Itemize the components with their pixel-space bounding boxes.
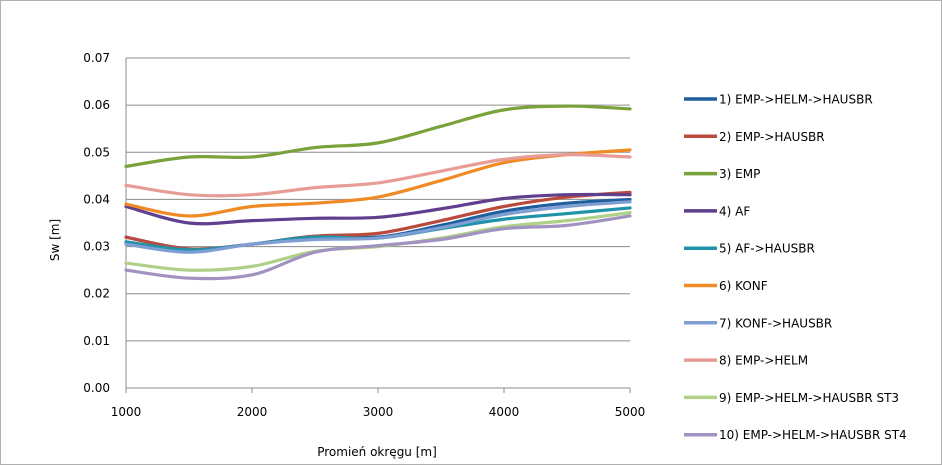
legend-label-8: 8) EMP->HELM [719,354,808,368]
legend-label-10: 10) EMP->HELM->HAUSBR ST4 [719,428,907,442]
x-tick-label: 5000 [615,405,646,419]
series-lines [124,104,632,281]
series-line-3 [124,104,632,169]
legend-label-9: 9) EMP->HELM->HAUSBR ST3 [719,391,899,405]
y-tick-label: 0.02 [83,287,110,301]
y-tick-labels: 0.00 0.01 0.02 0.03 0.04 0.05 0.06 0.07 [83,51,110,395]
x-tick-label: 3000 [363,405,394,419]
legend-label-1: 1) EMP->HELM->HAUSBR [719,93,873,107]
x-tick-label: 2000 [237,405,268,419]
series-line-9 [124,211,632,272]
x-tick-labels: 1000 2000 3000 4000 5000 [111,405,646,419]
legend-label-5: 5) AF->HAUSBR [719,242,815,256]
y-tick-label: 0.04 [83,192,110,206]
y-tick-label: 0.03 [83,240,110,254]
y-tick-label: 0.07 [83,51,110,65]
series-line-4 [124,192,632,226]
series-line-10 [124,214,632,281]
x-axis-title: Promień okręgu [m] [317,445,437,459]
legend-label-7: 7) KONF->HAUSBR [719,316,832,330]
series-line-8 [124,153,632,198]
y-tick-label: 0.00 [83,381,110,395]
legend-label-4: 4) AF [719,204,750,218]
legend: 1) EMP->HELM->HAUSBR 2) EMP->HAUSBR 3) EMP… [684,93,907,442]
axes [125,58,631,393]
y-tick-label: 0.01 [83,334,110,348]
legend-label-2: 2) EMP->HAUSBR [719,130,825,144]
legend-label-3: 3) EMP [719,167,760,181]
y-tick-label: 0.05 [83,145,110,159]
series-line-7 [124,200,632,254]
y-axis-title: Sw [m] [48,219,62,261]
x-tick-label: 1000 [111,405,142,419]
legend-label-6: 6) KONF [719,279,768,293]
y-tick-label: 0.06 [83,98,110,112]
x-tick-label: 4000 [489,405,520,419]
gridlines [126,57,630,389]
